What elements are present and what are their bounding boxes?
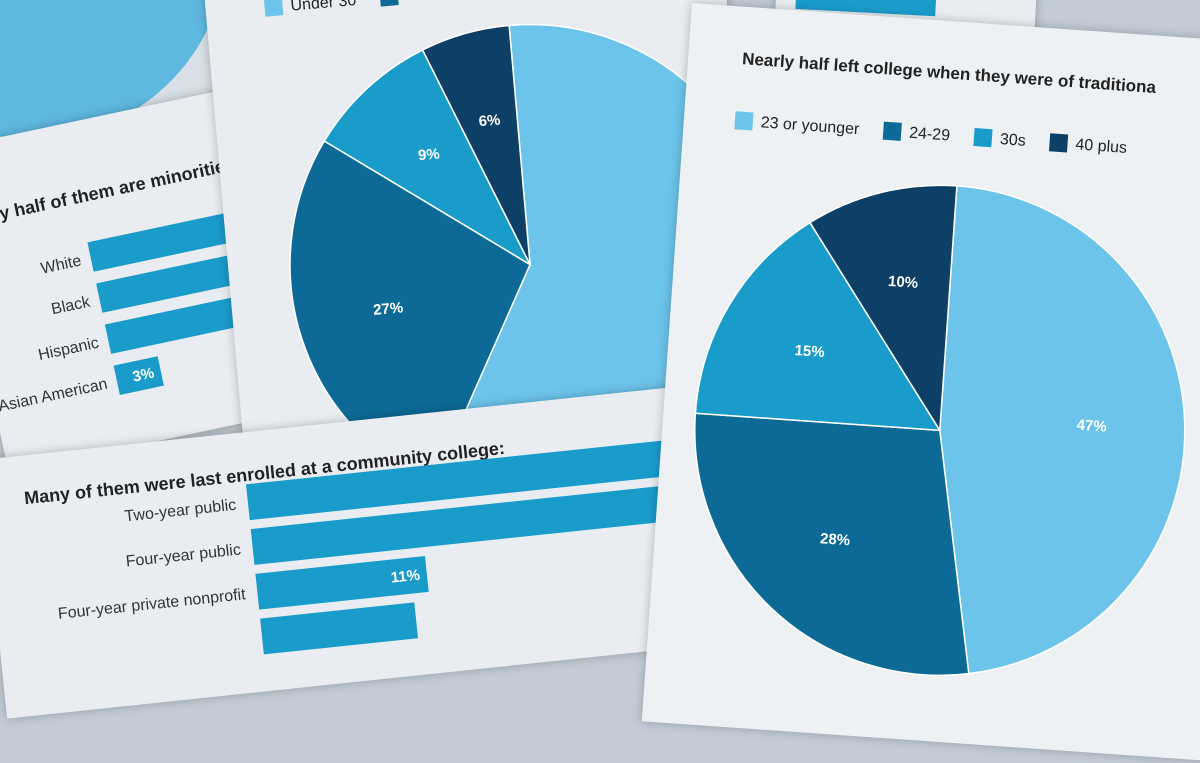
- pie-slice: [289, 139, 532, 449]
- card-back: [0, 0, 301, 197]
- legend-swatch: [379, 0, 399, 7]
- slice-label: 15%: [794, 342, 825, 361]
- pie-slice: [421, 24, 531, 265]
- legend-label: 24-29: [909, 125, 951, 145]
- legend-swatch: [882, 121, 902, 141]
- pie-slice: [808, 184, 958, 433]
- bar-fragment: [795, 0, 937, 17]
- slice-label: 27%: [372, 299, 403, 319]
- bar: [250, 480, 717, 565]
- category-label: Four-year public: [125, 541, 242, 570]
- decor: [795, 0, 937, 17]
- pie-slice: [323, 48, 532, 267]
- slice-label: 10%: [888, 273, 919, 292]
- legend-label: 40 plus: [1075, 136, 1128, 157]
- category-label: White: [39, 252, 83, 277]
- decor: [0, 0, 228, 140]
- slice-label: 6%: [478, 111, 501, 130]
- category-label: Asian American: [0, 376, 109, 416]
- card-top-right: [774, 0, 1040, 44]
- bar: [246, 406, 764, 521]
- pie-slice: [939, 185, 1186, 675]
- legend-label: Under 30: [290, 0, 357, 15]
- card-leave-age: Nearly half left college when they were …: [641, 3, 1200, 763]
- category-label: Black: [50, 293, 93, 318]
- category-label: Two-year public: [124, 497, 237, 526]
- pie-slice: [694, 221, 942, 432]
- chart-title: Nearly half left college when they were …: [742, 49, 1158, 97]
- pie-fragment: [0, 0, 228, 140]
- category-label: Four-year private nonprofit: [57, 586, 247, 623]
- slice-label: 9%: [417, 145, 440, 164]
- legend-swatch: [973, 128, 993, 148]
- value-label: 11%: [390, 567, 421, 587]
- slice-label: 28%: [820, 530, 851, 549]
- legend-label: 30s: [999, 131, 1026, 150]
- chart: Nearly half left college when they were …: [694, 49, 1186, 677]
- legend-swatch: [263, 0, 284, 17]
- bar: [113, 356, 164, 395]
- category-label: Hispanic: [37, 335, 101, 364]
- legend-swatch: [1048, 133, 1069, 153]
- legend-swatch: [734, 111, 754, 131]
- bar: [255, 556, 429, 610]
- chart-title: y half of them are minoritie: [0, 156, 227, 223]
- legend-label: 23 or younger: [760, 114, 860, 138]
- bar: [260, 602, 419, 655]
- slice-label: 47%: [1076, 417, 1107, 436]
- value-label: 3%: [131, 365, 156, 386]
